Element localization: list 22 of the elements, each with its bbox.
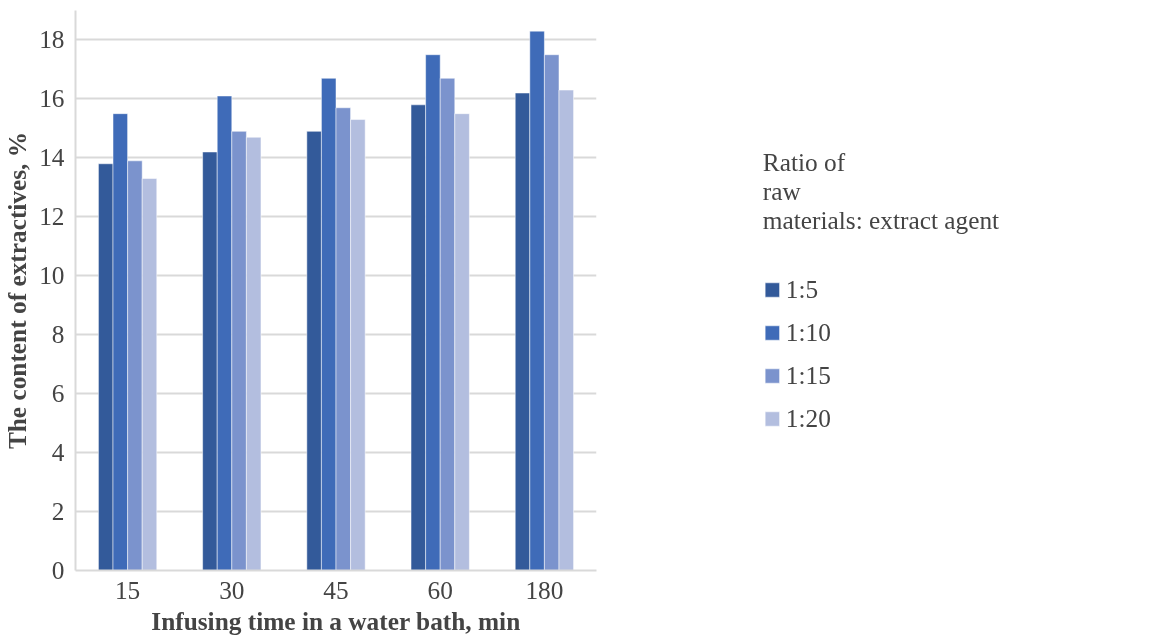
y-tick-label: 8 (51, 320, 65, 349)
legend-label: 1:5 (785, 274, 819, 304)
legend-title: Ratio of raw materials: extract agent (762, 147, 1000, 235)
x-tick-label: 60 (427, 575, 453, 604)
y-tick-label: 2 (51, 497, 65, 526)
x-axis-title: Infusing time in a water bath, min (151, 606, 521, 635)
y-tick-label: 6 (51, 379, 65, 408)
y-axis-title: The content of extractives, % (3, 131, 32, 450)
legend-label: 1:15 (785, 360, 831, 390)
x-tick-label: 180 (525, 575, 564, 604)
y-tick-label: 18 (39, 25, 65, 54)
y-tick-label: 10 (39, 261, 65, 290)
legend-label: 1:10 (785, 317, 831, 347)
legend-label: 1:20 (785, 403, 831, 433)
y-tick-label: 14 (39, 143, 65, 172)
y-tick-label: 16 (39, 84, 65, 113)
x-tick-label: 45 (323, 575, 349, 604)
x-tick-label: 30 (219, 575, 245, 604)
y-tick-label: 4 (51, 438, 65, 467)
y-tick-label: 0 (51, 556, 65, 584)
x-tick-label: 15 (114, 575, 141, 604)
y-tick-label: 12 (39, 202, 65, 231)
